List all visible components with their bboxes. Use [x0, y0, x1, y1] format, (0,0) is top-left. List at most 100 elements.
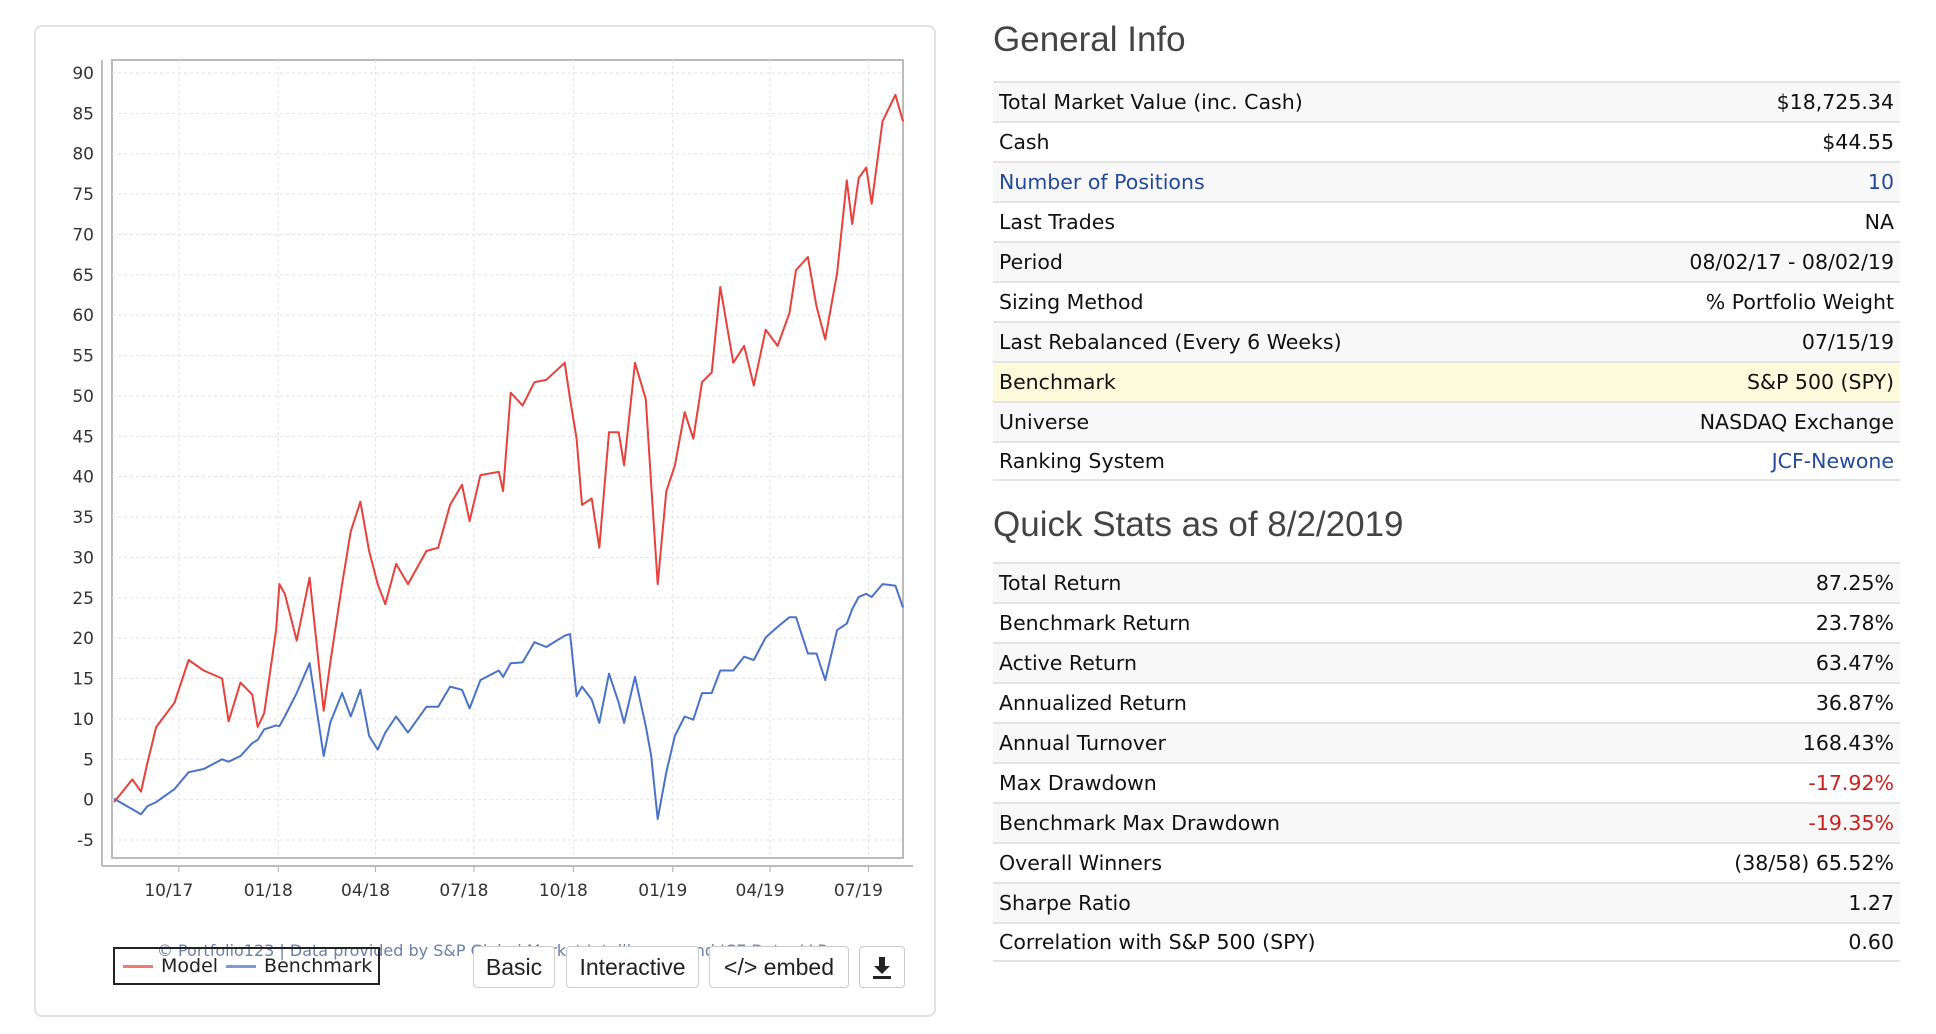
table-row: Total Market Value (inc. Cash) $18,725.34: [993, 81, 1900, 121]
row-label: Last Rebalanced (Every 6 Weeks): [999, 330, 1342, 354]
table-row: Correlation with S&P 500 (SPY) 0.60: [993, 922, 1900, 962]
y-tick-label: 70: [72, 225, 94, 245]
interactive-button[interactable]: Interactive: [566, 946, 699, 988]
row-value: 1.27: [1848, 891, 1894, 915]
row-label: Period: [999, 250, 1063, 274]
row-value: S&P 500 (SPY): [1747, 370, 1894, 394]
y-tick-label: 5: [83, 750, 94, 770]
row-value: NA: [1864, 210, 1894, 234]
table-row: Sizing Method % Portfolio Weight: [993, 281, 1900, 321]
general-info-table: Total Market Value (inc. Cash) $18,725.34…: [993, 81, 1900, 481]
y-tick-label: 65: [72, 266, 94, 286]
download-icon: [873, 957, 891, 979]
table-row: Last Trades NA: [993, 201, 1900, 241]
general-info-title: General Info: [993, 20, 1186, 59]
table-row: Ranking System JCF-Newone: [993, 441, 1900, 481]
y-tick-label: 80: [72, 145, 94, 165]
row-value: 23.78%: [1815, 611, 1894, 635]
row-label: Universe: [999, 410, 1090, 434]
performance-chart: 908580757065605550454035302520151050-510…: [72, 59, 913, 901]
chart-card: 90 85 80 75 70 65 60 55 50 45 40 35 30 25 20 15 10 5 0 -5 10…: [34, 25, 936, 1017]
y-tick-label: 90: [72, 64, 94, 84]
y-tick-label: -5: [77, 831, 94, 851]
y-tick-label: 40: [72, 468, 94, 488]
row-label: Annualized Return: [999, 691, 1187, 715]
row-value: $18,725.34: [1776, 90, 1894, 114]
y-tick-label: 0: [83, 791, 94, 811]
y-tick-label: 25: [72, 589, 94, 609]
x-tick-label: 01/18: [244, 881, 293, 901]
row-value: (38/58) 65.52%: [1734, 851, 1894, 875]
table-row: Cash $44.55: [993, 121, 1900, 161]
row-label: Total Return: [999, 571, 1122, 595]
row-value: 0.60: [1848, 930, 1894, 954]
x-tick-label: 04/18: [341, 881, 390, 901]
row-label: Active Return: [999, 651, 1137, 675]
row-label: Last Trades: [999, 210, 1116, 234]
row-label[interactable]: Number of Positions: [999, 170, 1205, 194]
y-tick-label: 45: [72, 427, 94, 447]
table-row: Active Return 63.47%: [993, 642, 1900, 682]
x-tick-label: 10/17: [144, 881, 193, 901]
row-value: 07/15/19: [1801, 330, 1894, 354]
y-tick-label: 15: [72, 670, 94, 690]
embed-button[interactable]: </> embed: [709, 946, 849, 988]
row-label: Sharpe Ratio: [999, 891, 1131, 915]
row-value[interactable]: JCF-Newone: [1771, 449, 1894, 473]
benchmark-swatch: [226, 964, 257, 968]
row-value: 08/02/17 - 08/02/19: [1689, 250, 1894, 274]
row-value: 36.87%: [1815, 691, 1894, 715]
table-row: Overall Winners (38/58) 65.52%: [993, 842, 1900, 882]
row-value: 63.47%: [1815, 651, 1894, 675]
y-tick-label: 55: [72, 347, 94, 367]
table-row: Benchmark Max Drawdown -19.35%: [993, 802, 1900, 842]
table-row: Last Rebalanced (Every 6 Weeks) 07/15/19: [993, 321, 1900, 361]
quick-stats-table: Total Return 87.25% Benchmark Return 23.78%…: [993, 562, 1900, 962]
row-label: Overall Winners: [999, 851, 1162, 875]
model-swatch: [123, 964, 153, 968]
row-label: Cash: [999, 130, 1050, 154]
table-row: Universe NASDAQ Exchange: [993, 401, 1900, 441]
row-value: 168.43%: [1802, 731, 1894, 755]
y-tick-label: 10: [72, 710, 94, 730]
y-tick-label: 50: [72, 387, 94, 407]
row-value: $44.55: [1822, 130, 1894, 154]
row-value: -19.35%: [1808, 811, 1894, 835]
table-row: Benchmark S&P 500 (SPY): [993, 361, 1900, 401]
legend-benchmark: Benchmark: [264, 955, 373, 977]
y-tick-label: 35: [72, 508, 94, 528]
basic-button[interactable]: Basic: [473, 946, 555, 988]
row-label: Benchmark: [999, 370, 1116, 394]
x-tick-label: 07/19: [834, 881, 883, 901]
y-tick-label: 60: [72, 306, 94, 326]
model-series-line: [113, 93, 904, 803]
row-value[interactable]: 10: [1867, 170, 1894, 194]
row-label: Annual Turnover: [999, 731, 1166, 755]
row-label: Benchmark Return: [999, 611, 1191, 635]
row-label: Benchmark Max Drawdown: [999, 811, 1281, 835]
plot-area: [111, 59, 904, 859]
table-row: Benchmark Return 23.78%: [993, 602, 1900, 642]
y-tick-label: 30: [72, 548, 94, 568]
table-row: Max Drawdown -17.92%: [993, 762, 1900, 802]
row-value: % Portfolio Weight: [1705, 290, 1894, 314]
y-tick-label: 85: [72, 104, 94, 124]
table-row: Sharpe Ratio 1.27: [993, 882, 1900, 922]
table-row: Period 08/02/17 - 08/02/19: [993, 241, 1900, 281]
benchmark-series-line: [113, 583, 904, 820]
row-label: Ranking System: [999, 449, 1165, 473]
y-tick-label: 75: [72, 185, 94, 205]
download-button[interactable]: [859, 946, 905, 988]
y-tick-label: 20: [72, 629, 94, 649]
table-row[interactable]: Number of Positions 10: [993, 161, 1900, 201]
row-value: 87.25%: [1815, 571, 1894, 595]
x-tick-label: 04/19: [736, 881, 785, 901]
row-label: Sizing Method: [999, 290, 1144, 314]
row-value: NASDAQ Exchange: [1699, 410, 1894, 434]
legend-model: Model: [161, 955, 219, 977]
table-row: Total Return 87.25%: [993, 562, 1900, 602]
row-label: Total Market Value (inc. Cash): [999, 90, 1303, 114]
row-value: -17.92%: [1808, 771, 1894, 795]
row-label: Max Drawdown: [999, 771, 1157, 795]
x-tick-label: 10/18: [539, 881, 588, 901]
